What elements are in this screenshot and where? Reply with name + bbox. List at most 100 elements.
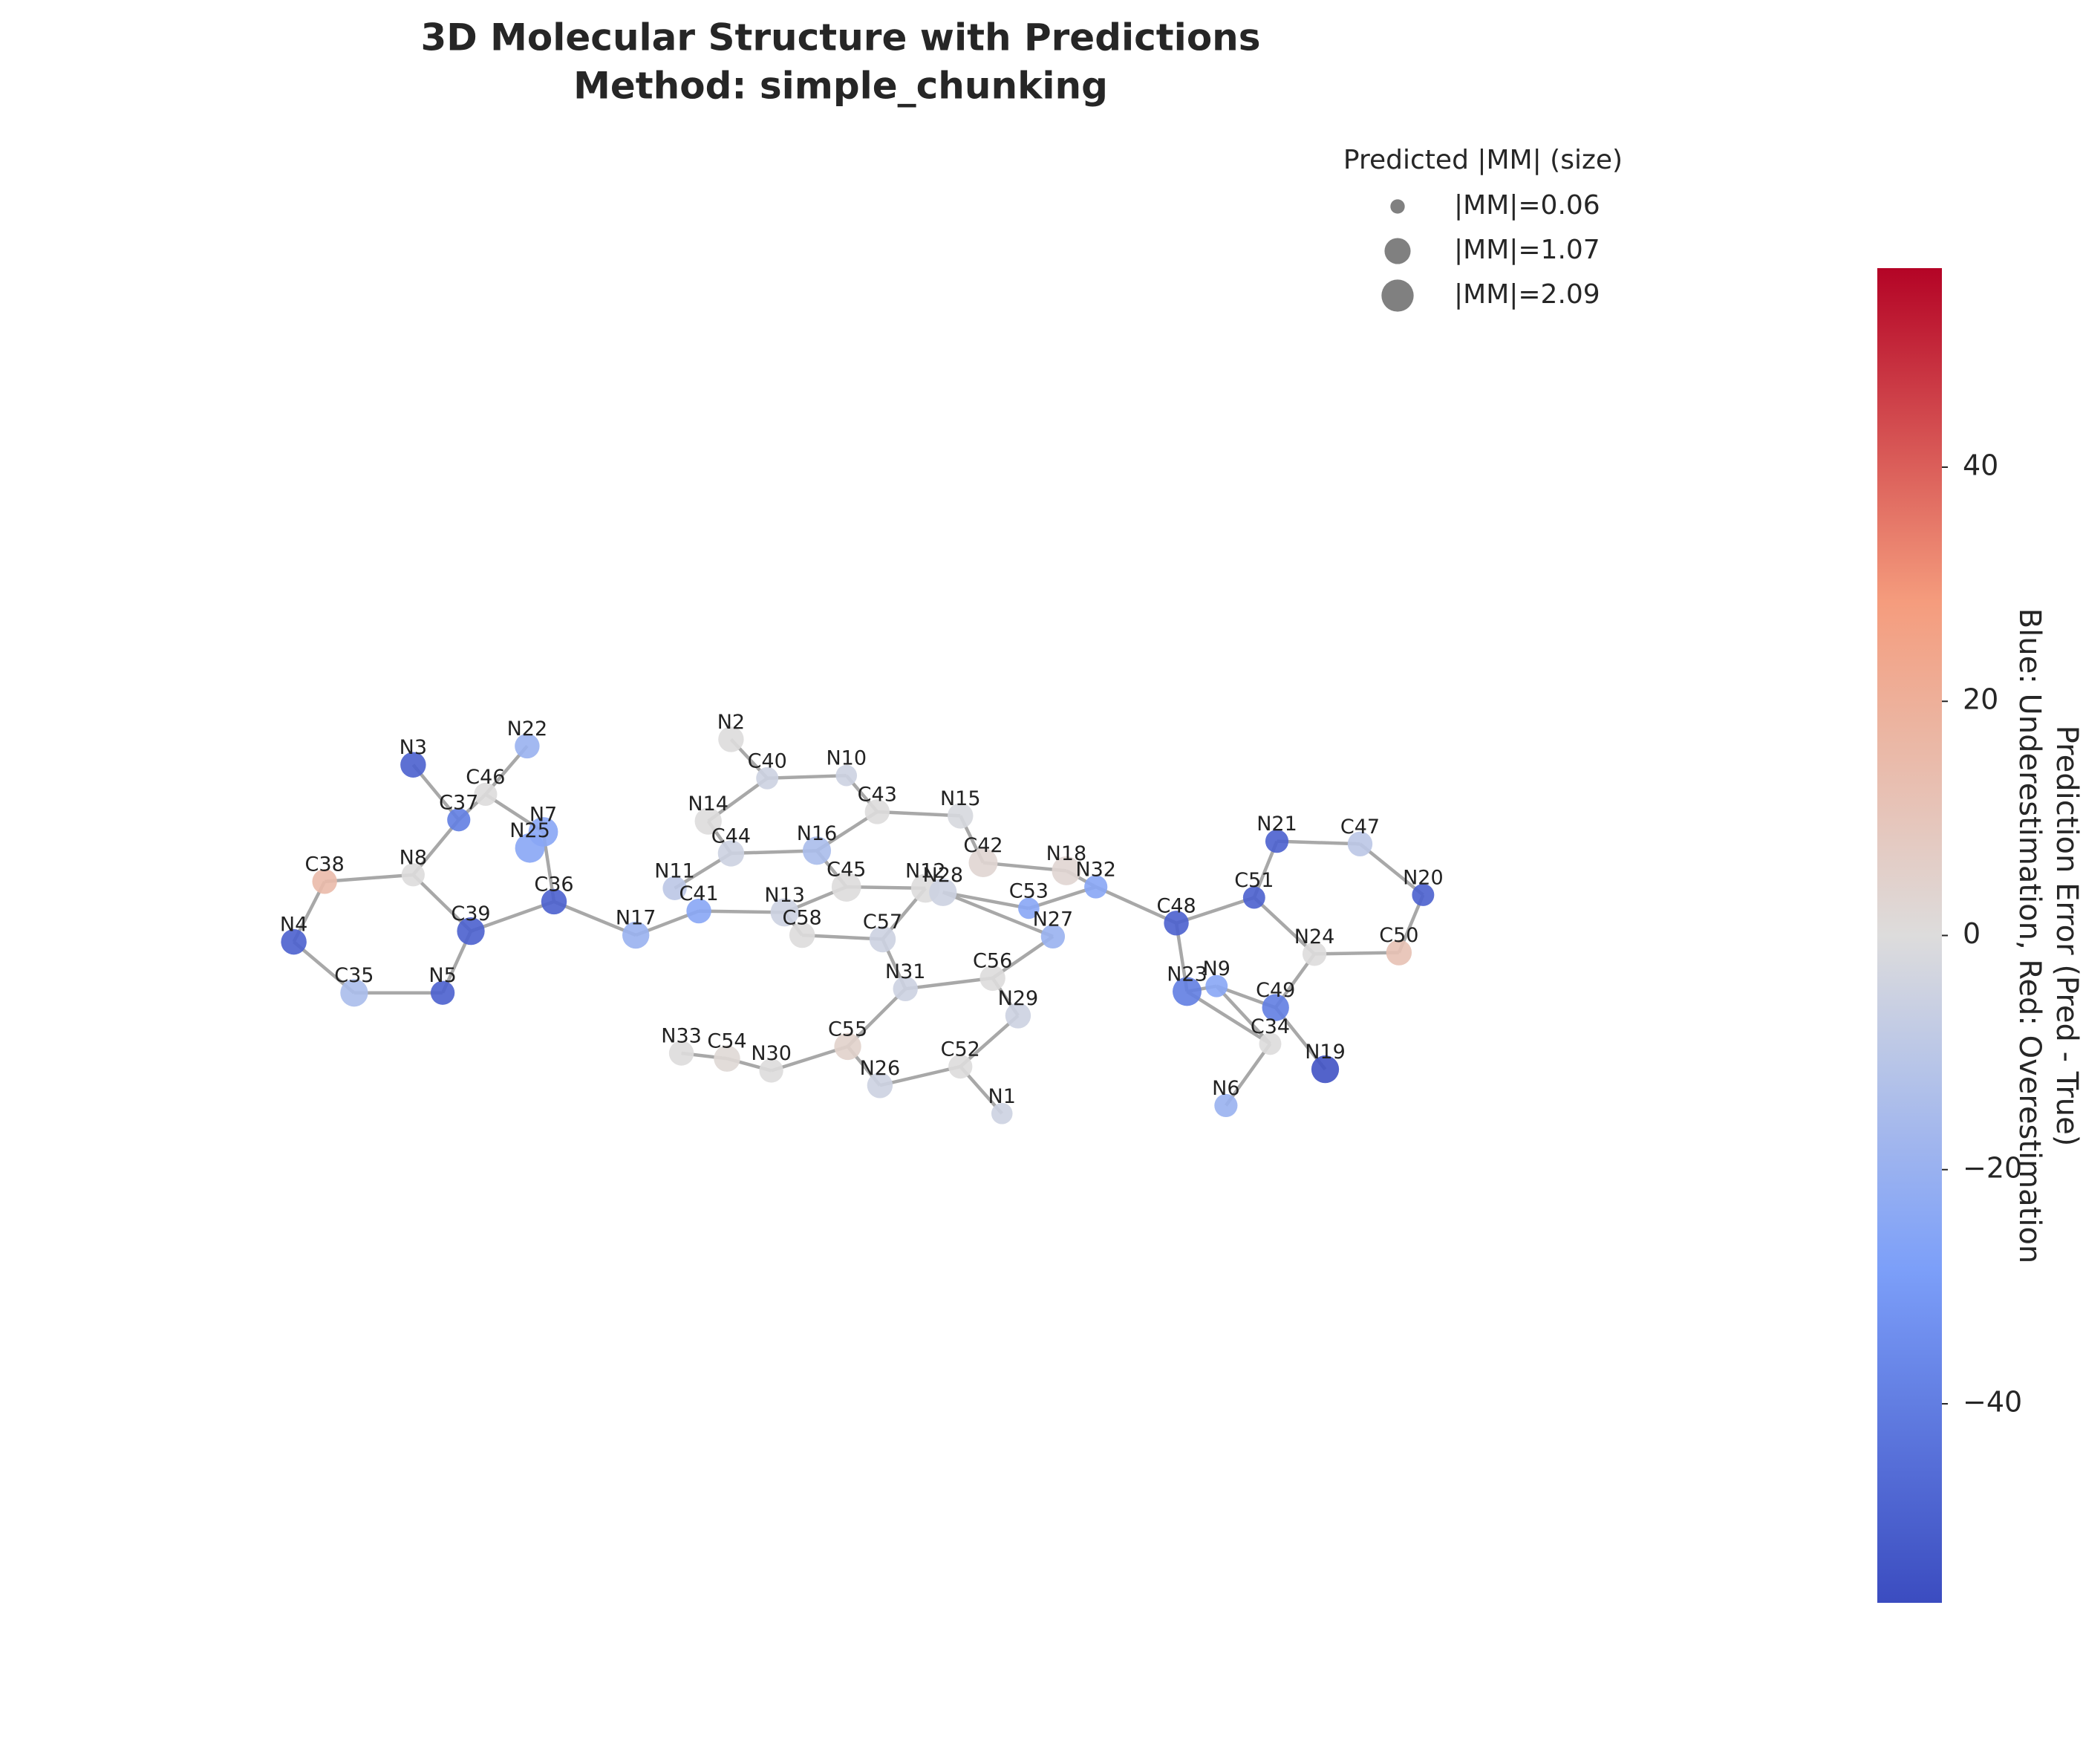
atom — [1311, 1055, 1340, 1084]
bond — [1277, 839, 1360, 846]
atom-label: N13 — [764, 884, 805, 907]
atom-label: N17 — [616, 907, 656, 930]
bond — [942, 891, 1054, 938]
size-legend: Predicted |MM| (size) |MM|=0.06 |MM|=1.07… — [1343, 145, 1623, 312]
bond — [1314, 951, 1399, 956]
atom-label: C35 — [334, 964, 374, 987]
atom-label: N30 — [751, 1042, 792, 1065]
atom-label: C40 — [748, 749, 787, 772]
atom-label: N11 — [654, 859, 695, 882]
atom — [662, 876, 687, 901]
atom — [948, 803, 974, 829]
atom — [867, 1073, 893, 1099]
atom-label: C55 — [828, 1018, 867, 1041]
atom-label: C54 — [707, 1030, 746, 1053]
atom — [1386, 940, 1412, 966]
atom — [457, 917, 485, 946]
atom — [622, 921, 650, 949]
atom-label: N29 — [998, 987, 1039, 1010]
atom — [668, 1041, 694, 1066]
atom — [1164, 911, 1189, 936]
atom-label: N23 — [1167, 963, 1207, 986]
atom-label: C50 — [1379, 924, 1418, 947]
atom — [1005, 1003, 1031, 1029]
colorbar-label: Prediction Error (Pred - True) — [2050, 726, 2083, 1147]
atom-label: C56 — [973, 949, 1012, 972]
atom — [770, 898, 799, 927]
bond — [1176, 896, 1255, 925]
atom — [714, 1045, 740, 1072]
colorbar-label: Blue: Underestimation, Red: Overestimati… — [2012, 608, 2047, 1264]
atom — [802, 836, 832, 865]
bond — [1095, 885, 1177, 925]
atom — [1262, 994, 1289, 1021]
atom-label: N10 — [826, 747, 867, 770]
atom — [718, 726, 744, 752]
atom — [979, 965, 1005, 992]
atom-label: N28 — [923, 864, 964, 887]
bond — [411, 818, 460, 876]
atom-label: C43 — [858, 783, 897, 806]
atom-label: N27 — [1033, 908, 1074, 931]
atom — [948, 1054, 973, 1079]
atom — [401, 863, 425, 887]
atom — [1173, 977, 1202, 1006]
bond — [942, 891, 1029, 911]
atom — [515, 833, 545, 863]
atom-label: N2 — [717, 711, 745, 734]
atom — [1084, 875, 1108, 899]
atom-label: N8 — [400, 846, 427, 869]
atom — [281, 928, 307, 955]
atom — [1259, 1032, 1282, 1055]
atom-label: C38 — [305, 853, 345, 876]
atom-label: N22 — [507, 717, 548, 741]
atom — [991, 1102, 1013, 1125]
colorbar-tick-label: −40 — [1963, 1386, 2022, 1419]
atom — [1265, 830, 1289, 853]
atom-label: N31 — [885, 960, 926, 983]
atom — [686, 898, 711, 924]
atom — [869, 925, 896, 953]
colorbar-gradient — [1877, 268, 1942, 1603]
atom — [1412, 883, 1435, 906]
colorbar: Prediction Error (Pred - True) Blue: Und… — [1877, 268, 2083, 1603]
atom — [1018, 897, 1040, 920]
colorbar-tick-label: 40 — [1963, 449, 1998, 481]
colorbar-tick-label: 0 — [1963, 917, 1981, 950]
atom — [1242, 886, 1265, 909]
atom-label: N26 — [860, 1057, 901, 1080]
colorbar-tick-label: 20 — [1963, 683, 1998, 716]
atom-label: C52 — [941, 1038, 980, 1061]
legend-text: |MM|=1.07 — [1454, 235, 1600, 265]
bond — [324, 873, 414, 884]
atom-label: N33 — [661, 1024, 702, 1047]
atom-label: N32 — [1075, 859, 1116, 882]
atom-label: N6 — [1212, 1077, 1239, 1100]
bond — [1225, 1043, 1272, 1107]
bond — [1215, 985, 1272, 1045]
chart-subtitle: Method: simple_chunking — [573, 65, 1108, 108]
bond — [731, 849, 818, 856]
atom-label: C46 — [466, 766, 505, 789]
bond — [802, 933, 883, 941]
bond — [767, 773, 847, 781]
atom-label: N24 — [1294, 925, 1335, 948]
atom-label: C34 — [1251, 1015, 1290, 1038]
chart-title: 3D Molecular Structure with Predictions — [420, 16, 1260, 59]
atom — [756, 767, 779, 790]
atom-label: N12 — [905, 859, 946, 882]
atom-label: N14 — [688, 793, 728, 816]
atom — [1052, 856, 1081, 885]
legend-title: Predicted |MM| (size) — [1343, 145, 1623, 175]
atom-label: N16 — [797, 822, 838, 845]
atom-label: C49 — [1256, 979, 1295, 1002]
atom — [864, 799, 890, 824]
atom — [831, 872, 861, 902]
atom — [541, 888, 567, 915]
atom-label: N3 — [400, 736, 427, 759]
atom — [400, 752, 426, 778]
bond — [699, 909, 785, 914]
atom — [1347, 831, 1373, 856]
atom — [893, 976, 918, 1002]
